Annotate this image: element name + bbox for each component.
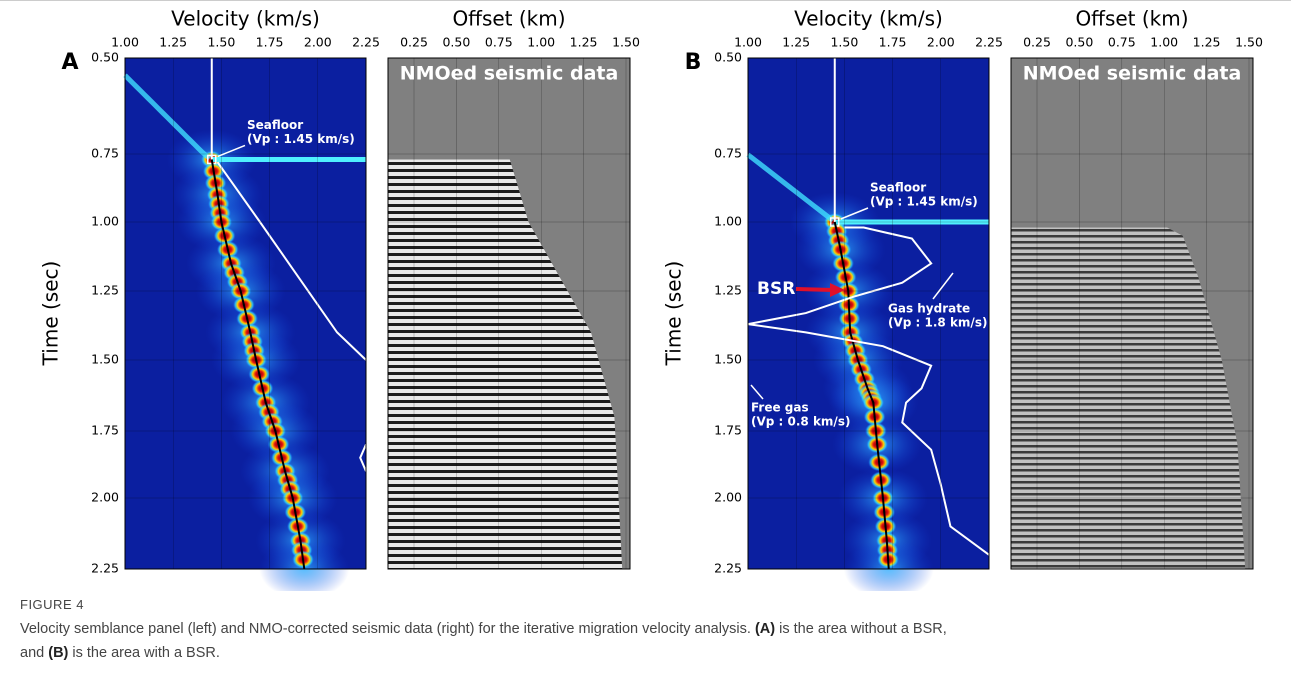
panel-label: A <box>61 50 78 75</box>
velocity-pick <box>833 221 890 570</box>
x-tick-label: 0.25 <box>400 35 428 50</box>
caption-line: Velocity semblance panel (left) and NMO-… <box>20 621 947 637</box>
axis-title: Time (sec) <box>39 261 63 367</box>
interval-velocity <box>359 444 367 472</box>
annotation: (Vp : 1.45 km/s) <box>870 195 978 209</box>
x-tick-label: 2.25 <box>975 35 1003 50</box>
x-tick-label: 2.00 <box>927 35 955 50</box>
annotation: Seafloor <box>870 181 926 195</box>
y-tick-label: 0.75 <box>91 146 119 161</box>
x-tick-label: 1.25 <box>782 35 810 50</box>
y-tick-label: 1.25 <box>714 283 742 298</box>
annotation: (Vp : 0.8 km/s) <box>751 415 850 429</box>
x-tick-label: 1.25 <box>159 35 187 50</box>
x-tick-label: 1.50 <box>612 35 640 50</box>
axis-title: Velocity (km/s) <box>794 7 943 31</box>
arrow <box>217 144 246 158</box>
figure: A Velocity (km/s) 1.00 1.25 1.50 1.75 2.00 2.25… <box>39 7 1263 599</box>
x-tick-label: 1.00 <box>527 35 555 50</box>
y-tick-label: 1.75 <box>91 423 119 438</box>
seafloor-curve <box>746 152 835 223</box>
annotation: BSR <box>757 279 795 299</box>
x-tick-label: 1.50 <box>830 35 858 50</box>
y-tick-label: 0.50 <box>714 50 742 65</box>
x-tick-label: 1.00 <box>111 35 139 50</box>
frame <box>747 57 990 570</box>
caption-text: and <box>20 645 49 661</box>
annotation: NMOed seismic data <box>400 63 619 85</box>
y-tick-label: 1.50 <box>91 352 119 367</box>
arrow-head <box>830 283 845 297</box>
y-tick-label: 0.50 <box>91 50 119 65</box>
interval-velocity <box>747 323 990 556</box>
interval-velocity <box>216 161 367 361</box>
annotation: Seafloor <box>247 118 303 132</box>
y-tick-label: 1.00 <box>714 214 742 229</box>
axis-title: Velocity (km/s) <box>171 7 320 31</box>
x-tick-label: 1.25 <box>570 35 598 50</box>
frame <box>1010 57 1254 570</box>
caption-line: and (B) is the area with a BSR. <box>20 645 220 661</box>
axis-title: Offset (km) <box>452 7 565 31</box>
y-tick-label: 0.75 <box>714 146 742 161</box>
x-tick-label: 2.25 <box>352 35 380 50</box>
caption-label: FIGURE 4 <box>20 597 84 612</box>
y-tick-label: 2.25 <box>714 561 742 576</box>
annotation: Gas hydrate <box>888 302 970 316</box>
axis-title: Time (sec) <box>662 261 686 367</box>
seafloor-curve <box>123 73 212 161</box>
y-tick-label: 1.00 <box>91 214 119 229</box>
annotation: (Vp : 1.45 km/s) <box>247 132 355 146</box>
x-tick-label: 0.50 <box>1065 35 1093 50</box>
arrow <box>795 287 834 292</box>
x-tick-label: 0.75 <box>485 35 513 50</box>
x-tick-label: 1.75 <box>879 35 907 50</box>
arrow <box>840 207 869 220</box>
x-tick-label: 1.00 <box>1150 35 1178 50</box>
caption-text: is the area without a BSR, <box>775 621 947 637</box>
x-tick-label: 1.50 <box>1235 35 1263 50</box>
y-tick-label: 1.25 <box>91 283 119 298</box>
x-tick-label: 1.00 <box>734 35 762 50</box>
x-tick-label: 0.75 <box>1108 35 1136 50</box>
seismic-traces <box>388 159 623 569</box>
caption-text: Velocity semblance panel (left) and NMO-… <box>20 621 755 637</box>
y-tick-label: 2.25 <box>91 561 119 576</box>
annotation: Free gas <box>751 401 809 415</box>
annotation: (Vp : 1.8 km/s) <box>888 316 987 330</box>
caption-text: (A) <box>754 621 776 637</box>
frame <box>387 57 631 570</box>
y-tick-label: 1.75 <box>714 423 742 438</box>
y-tick-label: 2.00 <box>91 490 119 505</box>
x-tick-label: 2.00 <box>304 35 332 50</box>
x-tick-label: 1.50 <box>207 35 235 50</box>
arrow <box>932 272 954 300</box>
x-tick-label: 1.25 <box>1193 35 1221 50</box>
x-tick-label: 0.25 <box>1023 35 1051 50</box>
semblance-energy <box>166 129 350 599</box>
interval-velocity <box>747 226 933 326</box>
caption-text: is the area with a BSR. <box>68 645 220 661</box>
axis-title: Offset (km) <box>1075 7 1188 31</box>
arrow <box>750 384 764 400</box>
frame <box>124 57 367 570</box>
annotation: NMOed seismic data <box>1023 63 1242 85</box>
x-tick-label: 0.50 <box>442 35 470 50</box>
seismic-traces <box>1011 227 1246 569</box>
y-tick-label: 1.50 <box>714 352 742 367</box>
x-tick-label: 1.75 <box>256 35 284 50</box>
y-tick-label: 2.00 <box>714 490 742 505</box>
panel-label: B <box>685 50 702 75</box>
caption-text: (B) <box>48 645 69 661</box>
